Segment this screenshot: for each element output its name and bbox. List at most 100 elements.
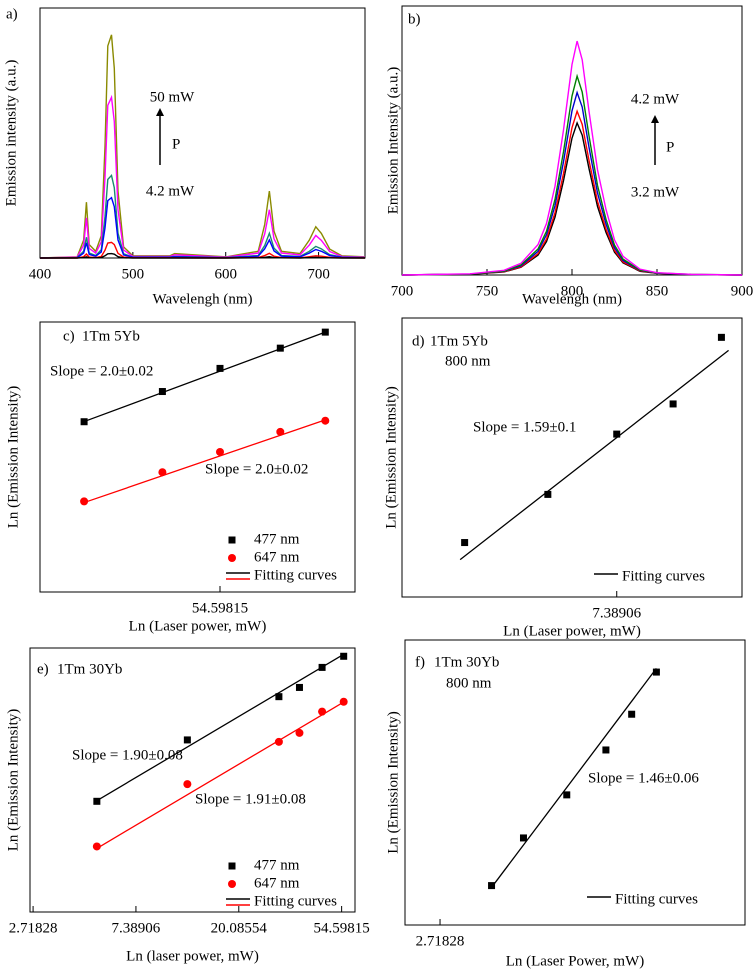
- annotation: 50 mW: [150, 89, 195, 105]
- data-point: [602, 746, 610, 754]
- y-axis-label: Ln (Emission Intensity): [5, 709, 21, 852]
- panel-label: f): [415, 654, 425, 670]
- data-point: [274, 737, 283, 746]
- x-axis-label: Wavelengh (nm): [522, 291, 622, 307]
- annotation: 1Tm 30Yb: [57, 661, 122, 677]
- spectrum-line: [401, 109, 743, 276]
- plot-frame: [39, 321, 356, 593]
- plot-frame: [404, 639, 746, 926]
- legend-label: Fitting curves: [615, 891, 698, 907]
- annotation: Slope = 1.46±0.06: [588, 770, 699, 786]
- data-point: [717, 333, 725, 341]
- panel-label: e): [37, 661, 49, 677]
- spectrum-line: [401, 73, 743, 276]
- x-axis-label: Ln (laser power, mW): [126, 948, 259, 964]
- data-point: [461, 539, 469, 547]
- annotation: Slope = 1.59±0.1: [473, 419, 576, 435]
- y-axis-label: Emission Intensity (a.u.): [385, 67, 401, 214]
- annotation: 3.2 mW: [631, 184, 680, 200]
- data-point: [339, 697, 348, 706]
- y-axis-label: Ln (Emission Intensity): [385, 711, 401, 854]
- annotation: Slope = 2.0±0.02: [205, 461, 308, 477]
- x-tick-label: 850: [646, 283, 669, 299]
- data-point: [80, 497, 89, 506]
- x-tick-label: 7.38906: [592, 605, 641, 621]
- annotation: 800 nm: [446, 675, 492, 691]
- legend-marker: [228, 862, 236, 870]
- plot-frame: [29, 647, 356, 913]
- annotation: 1Tm 5Yb: [82, 328, 140, 344]
- data-point: [216, 364, 224, 372]
- data-point: [295, 683, 303, 691]
- data-point: [183, 736, 191, 744]
- data-point: [669, 400, 677, 408]
- x-tick-label: 2.71828: [416, 933, 465, 949]
- annotation: 4.2 mW: [146, 183, 195, 199]
- data-point: [183, 780, 192, 789]
- panel-label: a): [6, 6, 18, 22]
- annotation: 1Tm 30Yb: [434, 654, 499, 670]
- data-point: [276, 427, 285, 436]
- x-tick-label: 500: [122, 266, 145, 282]
- x-tick-label: 700: [391, 283, 414, 299]
- arrow-head: [156, 108, 164, 116]
- spectrum-line: [39, 34, 366, 259]
- fit-line: [96, 653, 345, 802]
- y-axis-label: Ln (Emission Intensity): [5, 386, 21, 529]
- spectrum-line: [401, 40, 743, 276]
- x-tick-label: 2.71828: [9, 920, 58, 936]
- x-tick-label: 600: [214, 266, 237, 282]
- data-point: [321, 416, 330, 425]
- x-tick-label: 400: [29, 266, 52, 282]
- spectrum-line: [40, 252, 365, 259]
- legend-label: Fitting curves: [622, 568, 705, 584]
- fit-line: [96, 701, 345, 849]
- plot-frame: [39, 7, 366, 259]
- spectrum-line: [401, 90, 743, 276]
- x-axis-label: Wavelengh (nm): [152, 291, 252, 307]
- annotation: P: [666, 139, 674, 155]
- panel-label: c): [63, 328, 75, 344]
- data-point: [276, 344, 284, 352]
- data-point: [158, 388, 166, 396]
- data-point: [93, 797, 101, 805]
- panel-label: d): [412, 333, 425, 349]
- annotation: Slope = 1.90±0.08: [72, 747, 183, 763]
- legend-label: Fitting curves: [254, 567, 337, 583]
- legend-label: 477 nm: [254, 857, 300, 873]
- x-tick-label: 900: [731, 283, 754, 299]
- data-point: [544, 490, 552, 498]
- x-tick-label: 20.08554: [211, 920, 268, 936]
- annotation: Slope = 1.91±0.08: [195, 791, 306, 807]
- fit-line: [459, 349, 729, 561]
- data-point: [92, 842, 101, 851]
- fit-line: [83, 419, 326, 504]
- data-point: [519, 834, 527, 842]
- data-point: [563, 791, 571, 799]
- y-axis-label: Emission intensity (a.u.): [3, 60, 19, 207]
- data-point: [628, 710, 636, 718]
- annotation: 4.2 mW: [631, 91, 680, 107]
- x-tick-label: 700: [307, 266, 330, 282]
- annotation: 800 nm: [445, 353, 491, 369]
- legend-label: 647 nm: [254, 875, 300, 891]
- legend-label: 477 nm: [254, 531, 300, 547]
- spectrum-line: [401, 120, 743, 276]
- x-tick-label: 54.59815: [314, 920, 370, 936]
- data-point: [318, 707, 327, 716]
- annotation: 1Tm 5Yb: [430, 333, 488, 349]
- legend-label: Fitting curves: [254, 893, 337, 909]
- x-tick-label: 750: [476, 283, 499, 299]
- data-point: [216, 447, 224, 456]
- panel-label: b): [408, 11, 421, 27]
- x-axis-label: Ln (Laser Power, mW): [506, 953, 645, 969]
- annotation: Slope = 2.0±0.02: [50, 363, 153, 379]
- x-tick-label: 54.59815: [192, 600, 248, 616]
- data-point: [295, 728, 304, 737]
- data-point: [318, 663, 326, 671]
- data-point: [158, 468, 167, 477]
- legend-marker: [228, 536, 236, 544]
- fit-line: [491, 668, 657, 888]
- data-point: [488, 882, 496, 890]
